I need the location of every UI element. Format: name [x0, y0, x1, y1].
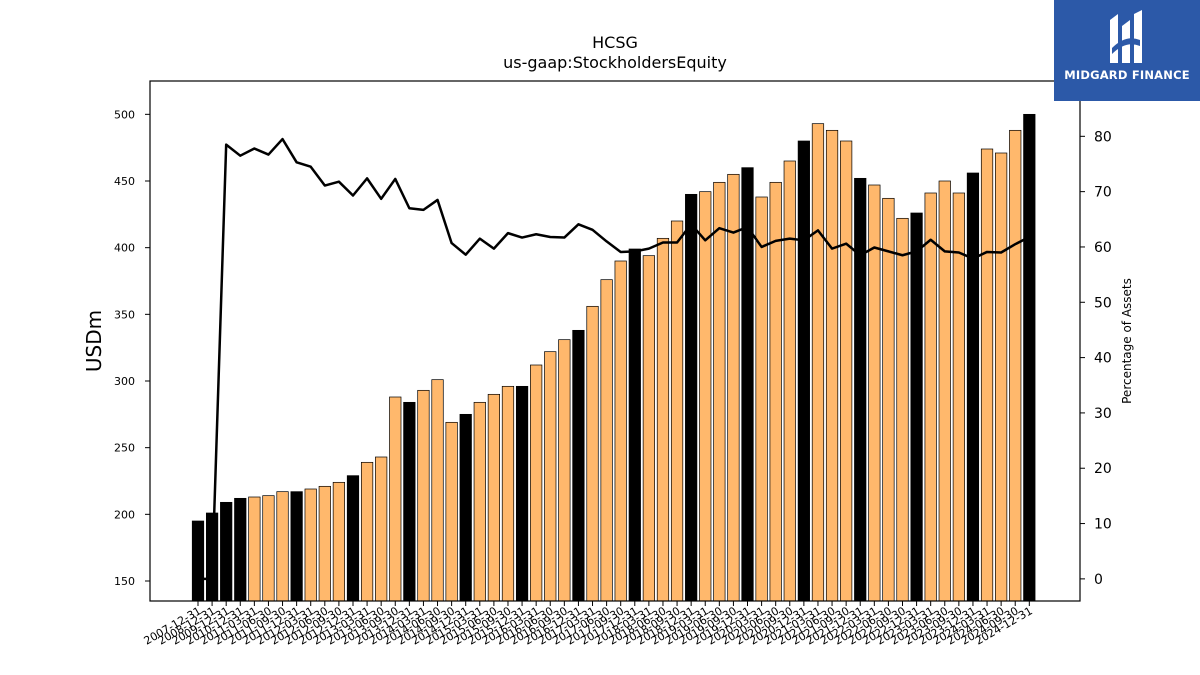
- bar-2020-09-30: [783, 160, 796, 602]
- bar-2019-06-30: [713, 181, 726, 602]
- bar-2011-06-30: [262, 495, 275, 602]
- bar-2011-03-31: [248, 496, 261, 602]
- left-tick-label: 400: [114, 242, 135, 255]
- bar-2021-06-30: [825, 129, 839, 602]
- bar-2019-09-30: [727, 173, 740, 602]
- bar-2022-09-30: [896, 217, 909, 602]
- right-tick-label: 30: [1094, 406, 1112, 422]
- left-tick-label: 200: [114, 508, 135, 521]
- bar-2023-12-31: [966, 172, 980, 602]
- bar-2009-12-31: [220, 501, 233, 602]
- chart-subtitle: us-gaap:StockholdersEquity: [503, 53, 727, 72]
- bar-2020-03-31: [755, 196, 768, 602]
- bar-2019-03-31: [699, 191, 712, 602]
- bar-2012-03-31: [304, 488, 317, 602]
- bar-2017-12-31: [628, 248, 641, 602]
- logo-text: MIDGARD FINANCE: [1064, 68, 1190, 82]
- left-tick-label: 500: [114, 108, 135, 121]
- bar-2012-09-30: [332, 481, 345, 602]
- bar-2014-09-30: [445, 421, 458, 602]
- right-y-axis: 0 10 20 30 40 50 60 70 80: [1080, 129, 1112, 588]
- left-y-axis: 150 200 250 300 350 400 450 500: [114, 108, 150, 588]
- bar-2007-12-31: [191, 520, 205, 602]
- bar-2024-09-30: [1009, 129, 1022, 602]
- bar-2015-06-30: [487, 393, 500, 602]
- right-tick-label: 10: [1094, 517, 1112, 533]
- bar-2023-06-30: [938, 180, 951, 602]
- bar-2013-12-31: [403, 401, 416, 602]
- bar-2013-09-30: [389, 396, 402, 602]
- bar-2016-09-30: [558, 339, 571, 602]
- left-tick-label: 450: [114, 175, 135, 188]
- bar-2014-12-31: [459, 413, 472, 602]
- bar-2020-06-30: [769, 181, 782, 602]
- left-tick-label: 250: [114, 442, 135, 455]
- bar-2021-12-31: [854, 177, 867, 602]
- bar-2012-12-31: [346, 475, 360, 602]
- x-axis: 2007-12-312008-12-312009-12-312010-12-31…: [142, 601, 1035, 648]
- bar-2014-06-30: [431, 379, 444, 602]
- bars-layer: [191, 113, 1036, 602]
- bar-2016-06-30: [544, 351, 557, 602]
- bar-2014-03-31: [417, 389, 430, 602]
- bar-2013-03-31: [360, 461, 374, 602]
- bar-2024-03-31: [980, 148, 994, 602]
- bar-2017-06-30: [600, 279, 613, 602]
- right-tick-label: 60: [1094, 240, 1112, 256]
- bar-2024-06-30: [995, 152, 1008, 602]
- left-axis-label: USDm: [82, 310, 106, 372]
- bar-2016-12-31: [572, 329, 585, 602]
- bar-2024-12-31: [1023, 113, 1036, 602]
- bar-2022-06-30: [882, 197, 895, 602]
- right-tick-label: 50: [1094, 295, 1112, 311]
- right-axis-label: Percentage of Assets: [1120, 278, 1134, 404]
- right-tick-label: 80: [1094, 129, 1112, 145]
- midgard-logo-icon: [1110, 10, 1142, 63]
- bar-2022-12-31: [910, 212, 923, 602]
- bar-2018-09-30: [670, 220, 684, 602]
- bar-2023-03-31: [924, 192, 937, 602]
- bar-2017-09-30: [614, 260, 627, 602]
- bar-2013-06-30: [375, 456, 388, 602]
- bar-2016-03-31: [530, 364, 543, 602]
- bar-2017-03-31: [586, 305, 599, 602]
- bar-2018-12-31: [685, 193, 698, 602]
- right-tick-label: 0: [1094, 572, 1103, 588]
- right-tick-label: 20: [1094, 461, 1112, 477]
- bar-2011-09-30: [276, 491, 289, 602]
- bar-2011-12-31: [290, 491, 303, 602]
- plot-frame: [149, 80, 1081, 602]
- chart-title: HCSG: [592, 33, 638, 52]
- bar-2018-03-31: [642, 255, 655, 602]
- left-tick-label: 150: [114, 575, 135, 588]
- bar-2020-12-31: [797, 140, 810, 602]
- bar-2015-03-31: [473, 401, 486, 602]
- bar-2021-09-30: [840, 140, 853, 602]
- bar-2015-09-30: [501, 385, 515, 602]
- bar-2015-12-31: [515, 385, 529, 602]
- bar-2010-12-31: [234, 497, 247, 602]
- left-tick-label: 300: [114, 375, 135, 388]
- bar-2012-06-30: [318, 485, 331, 602]
- right-tick-label: 40: [1094, 351, 1112, 367]
- bar-2018-06-30: [656, 237, 670, 602]
- right-tick-label: 70: [1094, 185, 1112, 201]
- logo: MIDGARD FINANCE: [1054, 0, 1200, 101]
- percentage-of-assets-line: [198, 137, 1030, 581]
- bar-2021-03-31: [811, 123, 825, 602]
- left-tick-label: 350: [114, 308, 135, 321]
